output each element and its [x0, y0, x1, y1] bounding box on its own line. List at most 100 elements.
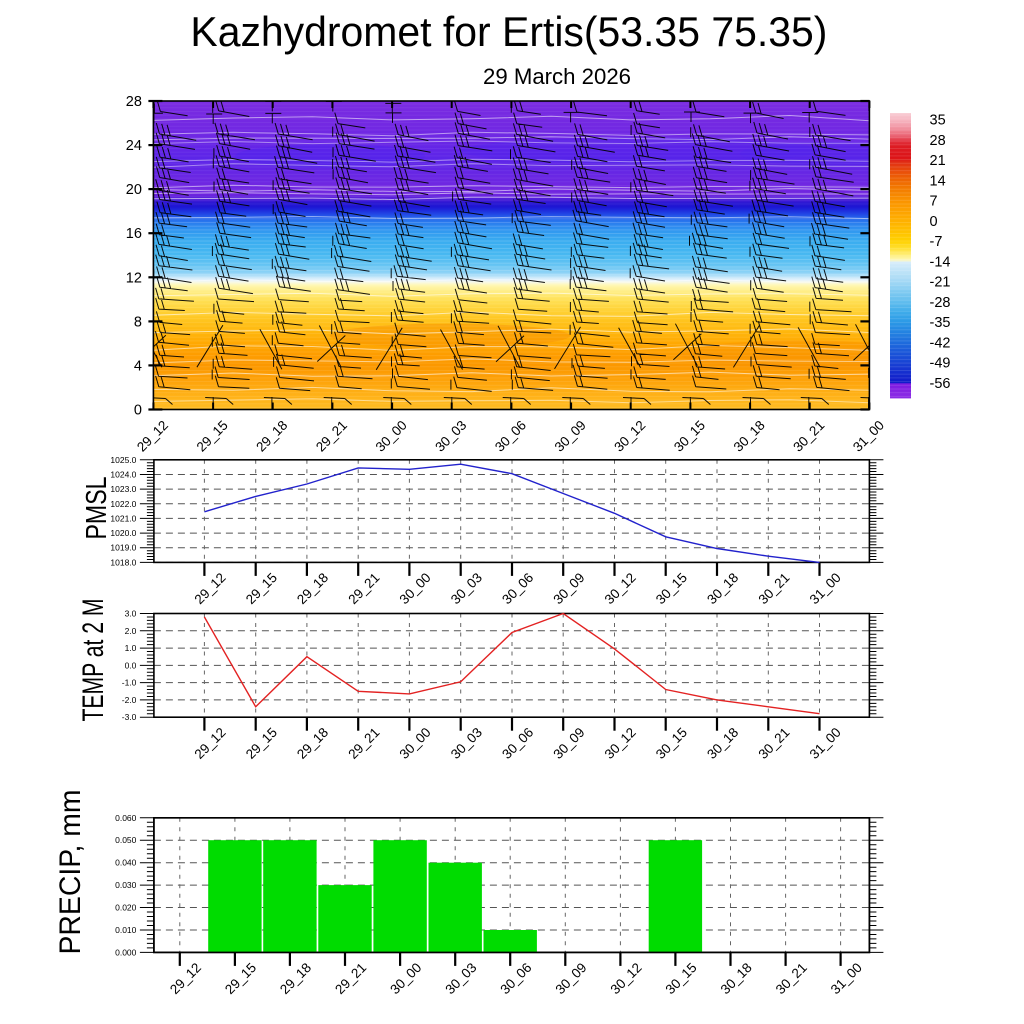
svg-text:30_12: 30_12: [611, 418, 648, 455]
svg-text:30_03: 30_03: [448, 570, 485, 607]
svg-text:TEMP at 2 M: TEMP at 2 M: [77, 599, 110, 722]
svg-text:29_21: 29_21: [345, 570, 382, 607]
svg-text:0.0: 0.0: [125, 660, 137, 670]
svg-text:7: 7: [930, 194, 938, 210]
svg-text:3.0: 3.0: [125, 609, 137, 619]
svg-text:0.010: 0.010: [115, 925, 137, 935]
svg-text:0: 0: [930, 214, 938, 230]
svg-text:30_00: 30_00: [397, 570, 434, 607]
svg-text:0.000: 0.000: [115, 947, 137, 957]
svg-text:35: 35: [930, 113, 946, 129]
svg-text:29_21: 29_21: [313, 418, 350, 455]
svg-text:30_03: 30_03: [448, 725, 485, 762]
svg-text:30_03: 30_03: [432, 418, 469, 455]
svg-text:1020.0: 1020.0: [110, 528, 136, 538]
svg-text:8: 8: [134, 314, 142, 330]
svg-text:31_00: 31_00: [807, 725, 844, 762]
svg-text:30_18: 30_18: [704, 725, 741, 762]
svg-text:30_06: 30_06: [499, 725, 536, 762]
svg-text:30_09: 30_09: [550, 570, 587, 607]
svg-text:30_09: 30_09: [552, 418, 589, 455]
svg-text:29_15: 29_15: [243, 725, 280, 762]
svg-text:1024.0: 1024.0: [110, 470, 136, 480]
svg-text:30_06: 30_06: [492, 418, 529, 455]
svg-text:29_21: 29_21: [332, 960, 369, 997]
svg-text:-56: -56: [930, 376, 951, 392]
svg-text:30_00: 30_00: [387, 960, 424, 997]
svg-text:21: 21: [930, 153, 946, 169]
svg-text:30_15: 30_15: [653, 725, 690, 762]
svg-text:1025.0: 1025.0: [110, 455, 136, 465]
svg-text:29_15: 29_15: [222, 960, 259, 997]
svg-text:29_12: 29_12: [192, 725, 229, 762]
svg-text:1021.0: 1021.0: [110, 513, 136, 523]
svg-text:30_03: 30_03: [442, 960, 479, 997]
svg-text:30_15: 30_15: [653, 570, 690, 607]
svg-text:16: 16: [126, 226, 142, 242]
svg-text:24: 24: [126, 138, 142, 154]
svg-text:-35: -35: [930, 315, 951, 331]
svg-text:-7: -7: [930, 234, 943, 250]
svg-text:0.030: 0.030: [115, 880, 137, 890]
svg-text:30_12: 30_12: [602, 570, 639, 607]
svg-text:0.040: 0.040: [115, 858, 137, 868]
svg-text:29_18: 29_18: [294, 570, 331, 607]
svg-text:30_18: 30_18: [704, 570, 741, 607]
svg-text:30_09: 30_09: [550, 725, 587, 762]
svg-text:30_00: 30_00: [373, 418, 410, 455]
svg-text:30_15: 30_15: [671, 418, 708, 455]
svg-text:30_21: 30_21: [790, 418, 827, 455]
svg-text:-28: -28: [930, 295, 951, 311]
svg-text:4: 4: [134, 358, 142, 374]
svg-text:29_18: 29_18: [277, 960, 314, 997]
svg-text:30_12: 30_12: [602, 725, 639, 762]
svg-text:30_06: 30_06: [497, 960, 534, 997]
svg-text:-21: -21: [930, 275, 951, 291]
svg-text:29 March 2026: 29 March 2026: [483, 64, 631, 89]
svg-text:29_12: 29_12: [167, 960, 204, 997]
svg-text:14: 14: [930, 173, 946, 189]
svg-text:30_15: 30_15: [663, 960, 700, 997]
svg-text:12: 12: [126, 270, 142, 286]
svg-text:1018.0: 1018.0: [110, 557, 136, 567]
svg-text:-42: -42: [930, 335, 951, 351]
svg-text:1.0: 1.0: [125, 643, 137, 653]
svg-text:-14: -14: [930, 254, 951, 270]
svg-text:0: 0: [134, 403, 142, 419]
svg-text:Kazhydromet for Ertis(53.35 75: Kazhydromet for Ertis(53.35 75.35): [190, 8, 827, 55]
svg-text:31_00: 31_00: [828, 960, 865, 997]
svg-text:30_18: 30_18: [718, 960, 755, 997]
svg-text:-2.0: -2.0: [122, 695, 137, 705]
svg-text:1019.0: 1019.0: [110, 543, 136, 553]
svg-text:-49: -49: [930, 356, 951, 372]
svg-text:30_21: 30_21: [755, 570, 792, 607]
svg-text:0.020: 0.020: [115, 903, 137, 913]
svg-text:1023.0: 1023.0: [110, 484, 136, 494]
svg-text:28: 28: [930, 133, 946, 149]
svg-text:0.050: 0.050: [115, 835, 137, 845]
svg-text:PRECIP, mm: PRECIP, mm: [54, 790, 87, 955]
svg-text:30_12: 30_12: [608, 960, 645, 997]
svg-text:-1.0: -1.0: [122, 678, 137, 688]
svg-text:30_00: 30_00: [397, 725, 434, 762]
svg-text:29_18: 29_18: [294, 725, 331, 762]
svg-text:30_18: 30_18: [731, 418, 768, 455]
svg-text:29_21: 29_21: [345, 725, 382, 762]
svg-text:1022.0: 1022.0: [110, 499, 136, 509]
svg-text:2.0: 2.0: [125, 626, 137, 636]
svg-text:29_18: 29_18: [253, 418, 290, 455]
svg-text:29_15: 29_15: [194, 418, 231, 455]
svg-text:29_12: 29_12: [134, 418, 171, 455]
svg-text:30_06: 30_06: [499, 570, 536, 607]
svg-text:28: 28: [126, 94, 142, 110]
svg-text:PMSL: PMSL: [81, 477, 113, 540]
svg-text:-3.0: -3.0: [122, 712, 137, 722]
svg-text:31_00: 31_00: [807, 570, 844, 607]
svg-text:30_21: 30_21: [755, 725, 792, 762]
svg-text:29_15: 29_15: [243, 570, 280, 607]
svg-text:0.060: 0.060: [115, 813, 137, 823]
svg-text:31_00: 31_00: [850, 418, 887, 455]
svg-text:30_09: 30_09: [552, 960, 589, 997]
svg-text:20: 20: [126, 182, 142, 198]
svg-text:30_21: 30_21: [773, 960, 810, 997]
